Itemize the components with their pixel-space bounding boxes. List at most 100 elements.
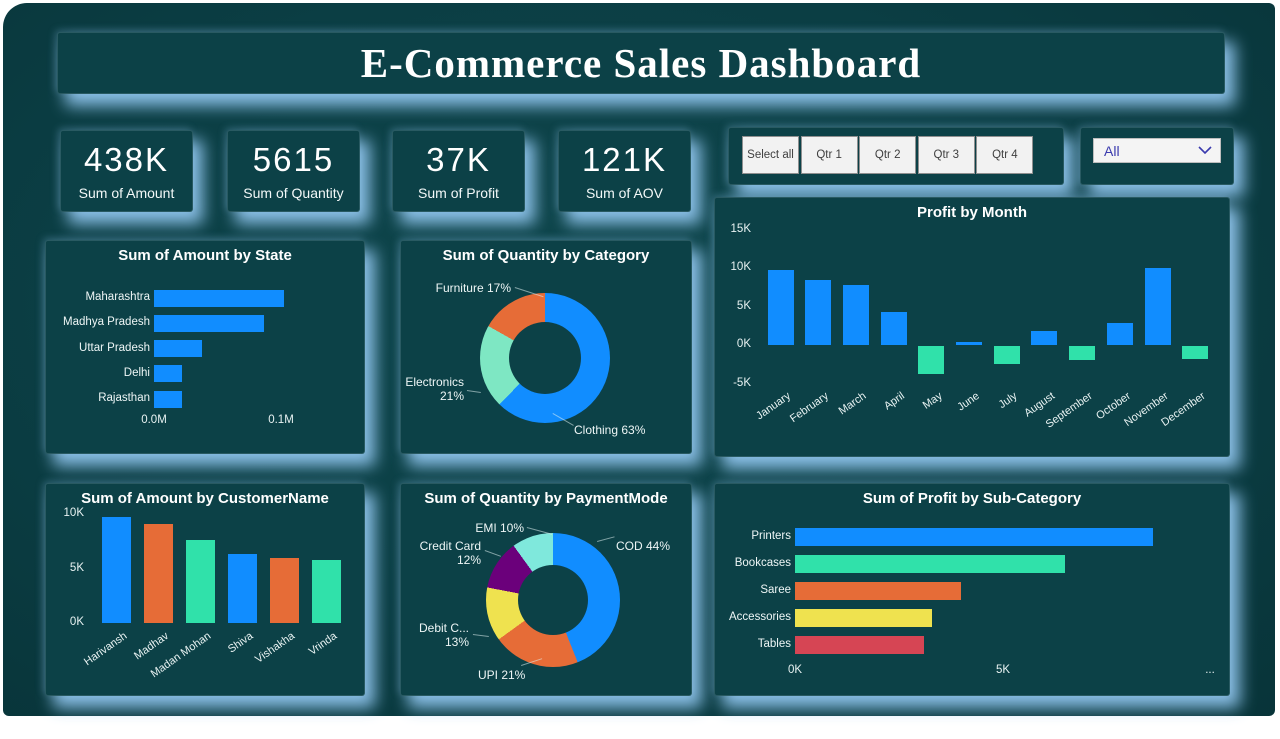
dropdown-selected-value: All [1104, 142, 1120, 159]
bar-uttar-pradesh[interactable] [154, 340, 203, 358]
kpi-label: Sum of AOV [585, 185, 664, 201]
x-axis-tick: 0K [787, 664, 803, 676]
slicer-button-qtr-4[interactable]: Qtr 4 [976, 136, 1034, 174]
bar-vrinda[interactable] [312, 559, 341, 623]
bar-august[interactable] [1031, 331, 1058, 345]
x-axis-label: February [788, 390, 832, 426]
bar-december[interactable] [1182, 346, 1209, 360]
leader-line [472, 634, 489, 637]
chart-amount-by-customername: Sum of Amount by CustomerName 10K 5K 0K Hari… [45, 483, 365, 696]
bar-bookcases[interactable] [795, 555, 1066, 573]
bar-february[interactable] [805, 279, 832, 345]
leader-line [597, 536, 615, 542]
chart-title: Sum of Quantity by PaymentMode [424, 490, 668, 507]
slice-label-cod: COD 44% [616, 539, 671, 553]
bar-october[interactable] [1106, 323, 1133, 345]
filter-dropdown-panel: All [1080, 127, 1234, 185]
y-axis-tick: 10K [730, 261, 751, 273]
bar-june[interactable] [956, 341, 982, 345]
kpi-value: 438K [83, 141, 170, 178]
bar-maharashtra[interactable] [154, 289, 284, 307]
bar-accessories[interactable] [795, 609, 933, 627]
x-axis-label: January [754, 390, 794, 423]
y-axis-tick: -5K [733, 376, 751, 389]
slice-label-upi: UPI 21% [478, 668, 526, 682]
category-label: Bookcases [734, 557, 791, 569]
bar-september[interactable] [1069, 346, 1096, 360]
quarter-slicer-panel: Select all Qtr 1 Qtr 2 Qtr 3 Qtr 4 [728, 127, 1064, 185]
category-label: Accessories [729, 611, 791, 623]
chart-profit-by-subcategory: Sum of Profit by Sub-Category Printers Boo… [714, 483, 1230, 696]
y-axis-tick: 5K [736, 299, 751, 312]
donut-hole [518, 565, 588, 635]
chart-quantity-by-category: Sum of Quantity by Category Clothing 63% E… [400, 240, 692, 454]
bar-saree[interactable] [795, 582, 962, 600]
category-label: Delhi [123, 366, 150, 379]
slicer-button-qtr-3[interactable]: Qtr 3 [917, 136, 975, 174]
bar-printers[interactable] [795, 528, 1153, 546]
slice-label-credit-card: Credit Card 12% [419, 539, 481, 567]
chart-title: Sum of Amount by CustomerName [81, 490, 329, 507]
chart-title: Sum of Amount by State [118, 247, 292, 264]
slicer-button-qtr-1[interactable]: Qtr 1 [800, 136, 858, 174]
bar-july[interactable] [993, 346, 1020, 364]
bar-november[interactable] [1144, 268, 1171, 345]
kpi-label: Sum of Profit [418, 185, 499, 201]
bar-rajasthan[interactable] [154, 390, 182, 408]
slicer-button-qtr-2[interactable]: Qtr 2 [859, 136, 917, 174]
chart-profit-by-month: Profit by Month 15K 10K 5K 0K -5K January Febru… [714, 197, 1230, 457]
bar-madhya-pradesh[interactable] [154, 314, 265, 332]
x-axis-tick: 0.1M [268, 414, 294, 426]
bar-march[interactable] [842, 284, 869, 345]
bar-madan-mohan[interactable] [186, 540, 215, 623]
chart-amount-by-state: Sum of Amount by State Maharashtra Madhya … [45, 240, 365, 454]
kpi-label: Sum of Quantity [243, 185, 344, 201]
y-axis-tick: 10K [63, 507, 84, 519]
bar-vishakha[interactable] [270, 557, 299, 623]
bar-may[interactable] [918, 346, 945, 375]
x-axis-label: April [881, 390, 907, 413]
x-axis-label: May [920, 390, 945, 412]
bar-delhi[interactable] [154, 365, 182, 383]
chart-title: Sum of Profit by Sub-Category [862, 490, 1082, 507]
bar-madhav[interactable] [144, 523, 173, 623]
slice-label-electronics: Electronics 21% [405, 375, 464, 403]
x-axis-label: Vrinda [306, 630, 340, 658]
category-label: Madhya Pradesh [63, 316, 150, 329]
bar-harivansh[interactable] [102, 517, 131, 623]
kpi-card: 121K Sum of AOV [558, 130, 691, 212]
x-axis-label: Shiva [225, 630, 256, 656]
chart-title: Profit by Month [917, 204, 1027, 221]
title-panel: E-Commerce Sales Dashboard [57, 32, 1225, 94]
y-axis-tick: 0K [736, 338, 751, 350]
category-label: Printers [751, 530, 791, 542]
chart-quantity-by-paymentmode: Sum of Quantity by PaymentMode COD 44% UPI… [400, 483, 692, 696]
category-label: Rajasthan [98, 392, 150, 405]
slicer-button-select-all[interactable]: Select all [742, 136, 799, 174]
page-title: E-Commerce Sales Dashboard [360, 40, 922, 86]
leader-line [484, 550, 501, 557]
x-axis-label: July [996, 390, 1020, 412]
kpi-value: 121K [581, 141, 668, 178]
filter-dropdown[interactable]: All [1093, 138, 1221, 163]
bar-january[interactable] [767, 269, 794, 345]
slice-label-debit-c-: Debit C... 13% [418, 621, 469, 649]
donut-hole [509, 322, 581, 394]
x-axis-label: Harivansh [81, 630, 130, 669]
category-label: Saree [760, 584, 791, 596]
kpi-value: 37K [426, 141, 491, 178]
slice-label-emi: EMI 10% [475, 521, 524, 535]
bar-tables[interactable] [795, 636, 924, 654]
slice-label-furniture: Furniture 17% [435, 281, 511, 295]
y-axis-tick: 15K [730, 222, 751, 235]
y-axis-tick: 0K [69, 616, 84, 628]
chevron-down-icon [1198, 146, 1212, 155]
x-axis-tick: 5K [995, 664, 1011, 676]
x-axis-label: June [955, 390, 982, 414]
bar-shiva[interactable] [228, 554, 257, 623]
bar-april[interactable] [880, 311, 907, 345]
leader-line [466, 390, 481, 393]
x-axis-label: March [836, 390, 869, 418]
kpi-label: Sum of Amount [78, 185, 175, 201]
